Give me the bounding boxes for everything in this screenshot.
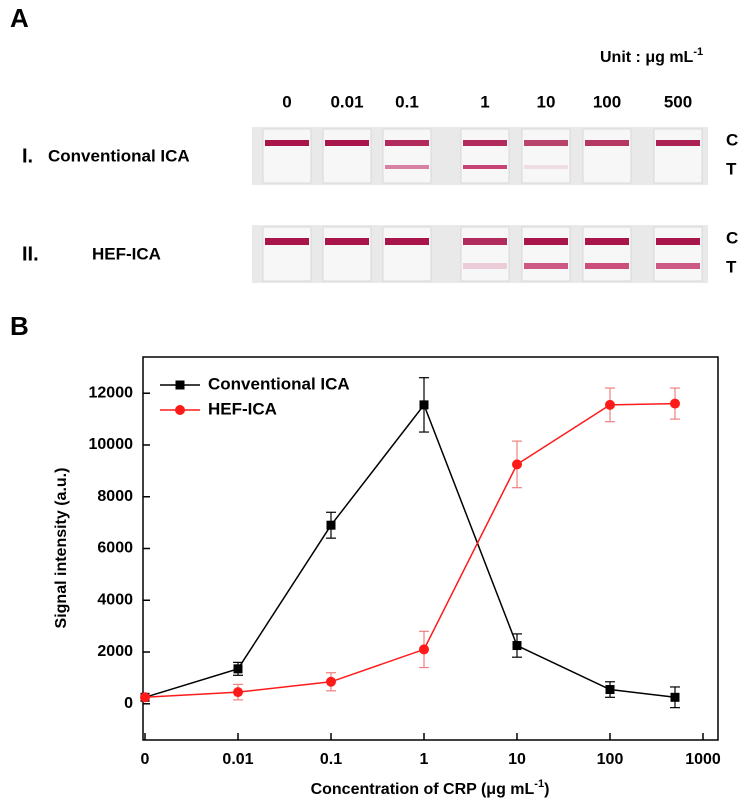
test-strip — [653, 128, 703, 184]
test-strip — [262, 128, 312, 184]
line-label: C — [726, 228, 738, 247]
y-tick-label: 12000 — [89, 384, 134, 401]
control-band — [656, 140, 700, 146]
line-label: T — [726, 257, 737, 276]
control-band — [265, 238, 309, 245]
data-point — [140, 692, 150, 703]
x-tick-label: 10 — [508, 751, 526, 768]
data-point — [419, 644, 429, 655]
x-label-sup: -1 — [534, 778, 544, 790]
y-axis-label: Signal intensity (a.u.) — [53, 468, 70, 629]
test-strip — [653, 226, 703, 282]
concentration-label: 1 — [480, 92, 489, 111]
control-band — [325, 140, 369, 146]
row-name: Conventional ICA — [48, 146, 190, 165]
data-point — [512, 459, 522, 470]
x-tick-label: 0.01 — [222, 751, 253, 768]
test-band — [585, 263, 629, 269]
control-band — [463, 238, 507, 245]
legend-marker — [175, 405, 185, 415]
data-point — [419, 400, 429, 410]
y-tick-label: 6000 — [97, 540, 133, 557]
test-strip — [382, 226, 432, 282]
panel-label: B — [10, 311, 29, 341]
y-tick-label: 4000 — [97, 591, 133, 608]
test-strip — [521, 128, 571, 184]
control-band — [524, 140, 568, 146]
y-tick-label: 2000 — [97, 643, 133, 660]
data-point — [233, 687, 243, 698]
test-strip — [322, 226, 372, 282]
panel-b: B Signal intensity (a.u.) Concentration … — [10, 311, 721, 798]
concentration-label: 10 — [537, 92, 556, 111]
test-band — [385, 165, 429, 169]
line-label: C — [726, 130, 738, 149]
test-strip — [322, 128, 372, 184]
x-tick-label: 100 — [597, 751, 624, 768]
data-point — [605, 399, 615, 410]
control-band — [463, 140, 507, 146]
data-point — [233, 664, 243, 674]
unit-sup: -1 — [693, 46, 703, 58]
y-tick-label: 0 — [124, 695, 133, 712]
x-axis-label: Concentration of CRP (μg mL-1) — [311, 778, 550, 798]
row-name: HEF-ICA — [92, 244, 161, 263]
legend-marker — [175, 380, 185, 390]
unit-text: Unit : μg mL — [600, 49, 694, 66]
control-band — [524, 238, 568, 245]
y-tick-label: 10000 — [89, 436, 134, 453]
control-band — [656, 238, 700, 245]
test-strip — [521, 226, 571, 282]
concentration-label: 500 — [664, 92, 692, 111]
test-band — [463, 263, 507, 269]
unit-label: Unit : μg mL-1 — [600, 46, 703, 66]
concentration-label: 0.1 — [395, 92, 419, 111]
legend-label: Conventional ICA — [208, 374, 350, 393]
concentration-label: 100 — [593, 92, 621, 111]
test-strip — [582, 128, 632, 184]
panel-a: A Unit : μg mL-1 0 0.01 0.1 1 10 100 500 I. Conv… — [10, 3, 738, 283]
data-point — [326, 676, 336, 687]
data-point — [670, 692, 680, 702]
legend-label: HEF-ICA — [208, 399, 277, 418]
control-band — [325, 238, 369, 245]
test-strip — [460, 128, 510, 184]
test-band — [656, 263, 700, 269]
y-tick-label: 8000 — [97, 488, 133, 505]
line-label: T — [726, 159, 737, 178]
control-band — [585, 140, 629, 146]
test-band — [524, 263, 568, 269]
data-point — [605, 685, 615, 695]
panel-label: A — [10, 3, 29, 33]
test-strip — [582, 226, 632, 282]
series-line — [144, 402, 676, 699]
control-band — [265, 140, 309, 146]
data-point — [670, 398, 681, 409]
data-point — [512, 641, 522, 651]
test-strip — [460, 226, 510, 282]
x-tick-label: 1000 — [685, 751, 721, 768]
test-strip — [382, 128, 432, 184]
test-band — [524, 165, 568, 169]
row-index: II. — [22, 243, 39, 265]
test-band — [463, 165, 507, 169]
x-label-text: Concentration of CRP (μg mL — [311, 781, 535, 798]
x-label-end: ) — [544, 781, 549, 798]
x-tick-label: 1 — [420, 751, 429, 768]
x-tick-label: 0.1 — [320, 751, 342, 768]
concentration-label: 0 — [282, 92, 291, 111]
series-line — [144, 403, 676, 699]
control-band — [585, 238, 629, 245]
row-index: I. — [22, 145, 33, 167]
control-band — [385, 238, 429, 245]
x-tick-label: 0 — [141, 751, 150, 768]
test-strip — [262, 226, 312, 282]
control-band — [385, 140, 429, 146]
concentration-label: 0.01 — [330, 92, 363, 111]
data-point — [326, 520, 336, 530]
